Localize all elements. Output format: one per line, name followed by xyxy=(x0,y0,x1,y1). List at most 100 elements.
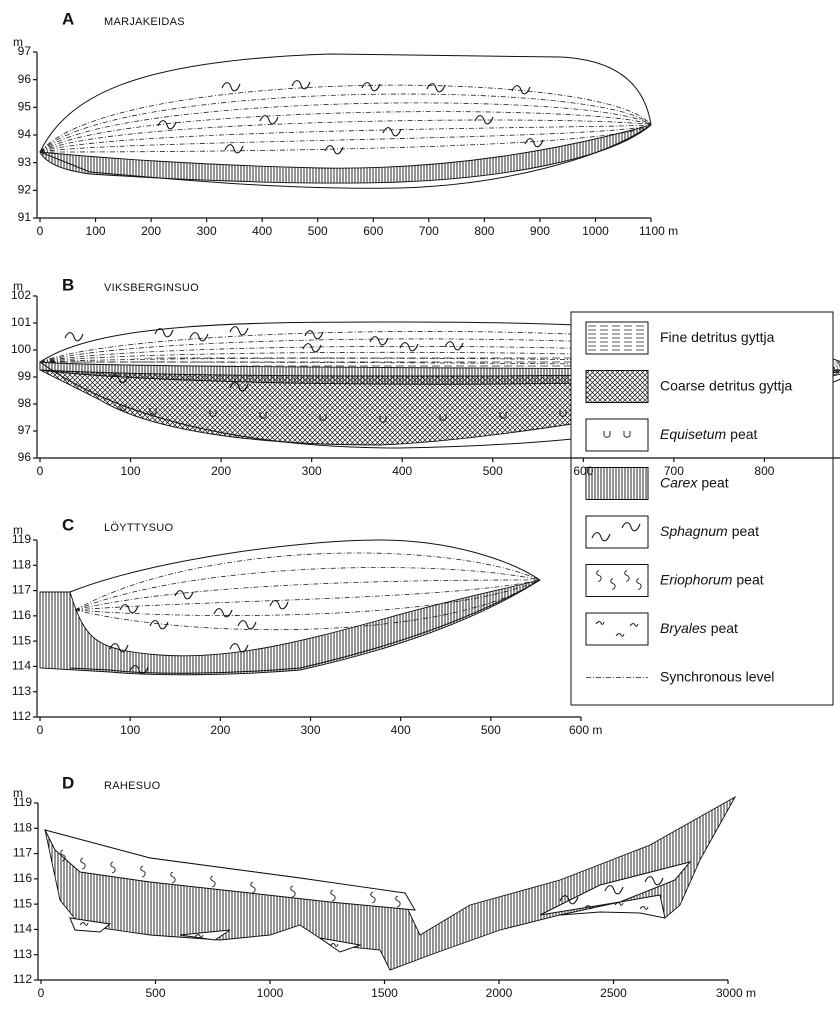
panel-letter: A xyxy=(62,9,74,28)
panel-name: RAHESUO xyxy=(104,780,161,792)
y-tick-label: 91 xyxy=(18,210,32,224)
x-tick-label: 200 xyxy=(211,464,231,478)
section-c xyxy=(40,540,540,675)
x-tick-label: 300 xyxy=(197,224,217,238)
y-tick-label: 119 xyxy=(12,532,31,546)
panel-name: LÖYTTYSUO xyxy=(104,522,173,534)
x-tick-label: 400 xyxy=(252,224,272,238)
x-tick-label: 300 xyxy=(300,723,320,737)
legend-swatch xyxy=(586,322,648,354)
panel-letter: C xyxy=(62,515,74,534)
x-tick-label: 500 xyxy=(483,464,503,478)
x-tick-label: 0 xyxy=(37,224,44,238)
x-tick-label: 0 xyxy=(38,986,45,1000)
panel-letter: D xyxy=(62,773,74,792)
legend-text: peat xyxy=(701,474,728,490)
y-tick-label: 96 xyxy=(18,72,32,86)
y-tick-label: 118 xyxy=(13,820,32,834)
y-tick-label: 116 xyxy=(12,608,31,622)
figure: Fine detritus gyttja Coarse detritus gytt… xyxy=(0,0,840,1010)
y-tick-label: 112 xyxy=(13,972,32,986)
legend-italic: Eriophorum xyxy=(660,571,733,587)
x-tick-label: 600 xyxy=(363,224,383,238)
x-tick-label: 800 xyxy=(474,224,494,238)
y-tick-label: 100 xyxy=(11,342,31,356)
x-tick-label: 0 xyxy=(37,723,44,737)
x-tick-label: 200 xyxy=(141,224,161,238)
x-tick-label: 300 xyxy=(302,464,322,478)
y-tick-label: 94 xyxy=(18,127,32,141)
y-tick-label: 119 xyxy=(13,795,32,809)
sphagnum-symbol xyxy=(65,333,83,341)
x-tick-label: 2000 xyxy=(486,986,513,1000)
y-tick-label: 114 xyxy=(12,659,31,673)
x-tick-label: 600 m xyxy=(569,723,602,737)
y-tick-label: 97 xyxy=(18,423,32,437)
x-tick-label: 400 xyxy=(392,464,412,478)
y-tick-label: 92 xyxy=(18,183,32,197)
y-tick-label: 95 xyxy=(18,100,32,114)
y-tick-label: 115 xyxy=(12,633,31,647)
x-tick-label: 500 xyxy=(308,224,328,238)
legend-text: Synchronous level xyxy=(660,668,774,684)
legend-text: peat xyxy=(736,571,763,587)
legend-text: peat xyxy=(730,426,757,442)
x-tick-label: 3000 m xyxy=(716,986,756,1000)
y-tick-label: 97 xyxy=(18,44,32,58)
legend-italic: Equisetum xyxy=(660,426,726,442)
y-tick-label: 117 xyxy=(13,846,32,860)
x-tick-label: 700 xyxy=(419,224,439,238)
legend-swatch xyxy=(586,419,648,451)
panel-name: VIKSBERGINSUO xyxy=(104,282,199,294)
panel-name: MARJAKEIDAS xyxy=(104,16,185,28)
y-tick-label: 93 xyxy=(18,155,32,169)
x-tick-label: 1000 xyxy=(257,986,284,1000)
y-tick-label: 96 xyxy=(18,450,32,464)
x-tick-label: 2500 xyxy=(600,986,627,1000)
x-tick-label: 900 xyxy=(530,224,550,238)
x-tick-label: 0 xyxy=(37,464,44,478)
x-tick-label: 500 xyxy=(481,723,501,737)
x-tick-label: 600 xyxy=(573,464,593,478)
legend-swatch xyxy=(586,613,648,645)
legend-swatch xyxy=(586,468,648,500)
y-tick-label: 114 xyxy=(13,922,32,936)
legend-swatch xyxy=(586,371,648,403)
legend-label: Fine detritus gyttja xyxy=(660,329,775,345)
y-tick-label: 113 xyxy=(12,684,31,698)
section-d xyxy=(45,797,735,970)
y-tick-label: 117 xyxy=(12,583,31,597)
x-tick-label: 1100 m xyxy=(639,224,678,238)
legend-label: Coarse detritus gyttja xyxy=(660,377,792,393)
x-tick-label: 200 xyxy=(210,723,230,737)
y-tick-label: 102 xyxy=(11,288,31,302)
y-tick-label: 99 xyxy=(18,369,32,383)
legend-text: Fine detritus gyttja xyxy=(660,329,775,345)
legend-swatch xyxy=(586,565,648,597)
legend-italic: Sphagnum xyxy=(660,523,728,539)
y-tick-label: 113 xyxy=(13,947,32,961)
x-tick-label: 700 xyxy=(664,464,684,478)
x-tick-label: 500 xyxy=(145,986,165,1000)
y-tick-label: 116 xyxy=(13,871,32,885)
section-a xyxy=(40,54,651,188)
legend-text: Coarse detritus gyttja xyxy=(660,377,792,393)
x-tick-label: 400 xyxy=(391,723,411,737)
x-tick-label: 100 xyxy=(121,464,141,478)
y-tick-label: 118 xyxy=(12,557,31,571)
legend-text: peat xyxy=(711,620,738,636)
x-tick-label: 800 xyxy=(754,464,774,478)
legend-label: Eriophorumpeat xyxy=(660,571,764,587)
x-tick-label: 100 xyxy=(120,723,140,737)
legend-swatch xyxy=(586,516,648,548)
y-tick-label: 101 xyxy=(11,315,31,329)
y-tick-label: 115 xyxy=(13,896,32,910)
legend-label: Synchronous level xyxy=(660,668,774,684)
y-tick-label: 98 xyxy=(18,396,32,410)
panel-letter: B xyxy=(62,275,74,294)
y-tick-label: 112 xyxy=(12,709,31,723)
x-tick-label: 1000 xyxy=(582,224,609,238)
x-tick-label: 100 xyxy=(86,224,106,238)
